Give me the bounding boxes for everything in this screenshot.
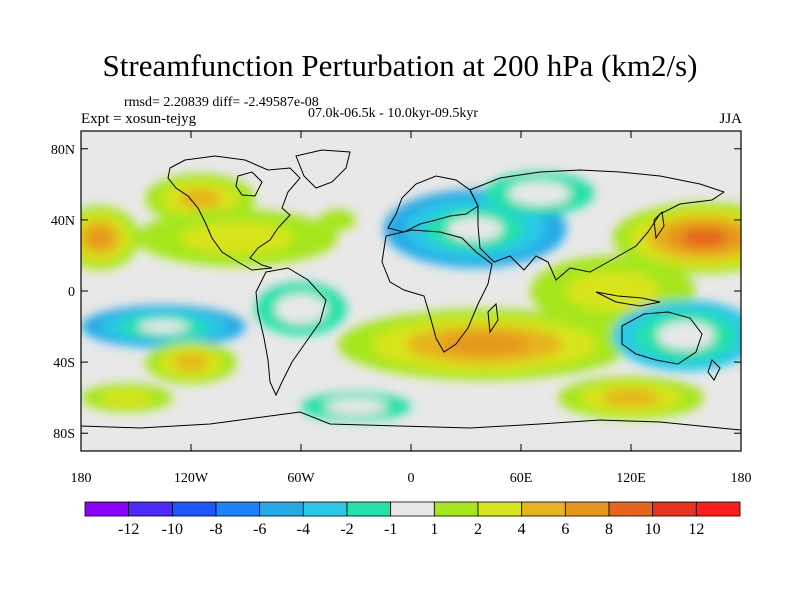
coast-north-america [167,155,301,271]
coastlines [81,149,741,431]
colorbar-swatch [390,501,435,517]
anomaly-field [81,171,741,421]
coast-hudson-bay [235,171,263,197]
season-label: JJA [719,111,742,127]
lat-tick-label: 80N [51,143,75,158]
anomaly-contour [324,398,388,415]
colorbar-label: 4 [518,521,526,538]
coast-antarctica [81,411,741,431]
colorbar-swatch [652,501,697,517]
colorbar-label: 12 [688,521,704,538]
stats-label: rmsd= 2.20839 diff= -2.49587e-08 [124,95,319,110]
lat-tick-label: 40N [51,214,75,229]
colorbar-label: -10 [162,521,183,538]
colorbar-swatch [433,501,479,517]
coast-japan [653,210,665,240]
colorbar-swatch [521,501,566,517]
coast-australia [621,311,703,365]
anomaly-contour [179,221,294,254]
anomaly-contour [275,293,327,324]
lat-tick-label: 80S [53,427,75,442]
lon-tick-label: 60W [287,471,315,486]
anomaly-contour [100,389,153,406]
anomaly-contour [87,227,112,248]
anomaly-blobs [81,171,741,421]
colorbar-swatch [215,501,261,517]
colorbar-swatch [84,501,130,517]
plot-title: Streamfunction Perturbation at 200 hPa (… [102,48,698,83]
colorbar-swatch [302,501,348,517]
anomaly-contour [681,228,727,247]
period-label: 07.0k-06.5k - 10.0kyr-09.5kyr [308,106,479,121]
lat-tick-label: 0 [68,285,75,300]
anomaly-contour [439,333,529,356]
anomaly-contour [447,216,503,241]
anomaly-contour [172,353,210,371]
anomaly-contour [319,209,356,231]
colorbar-label: 1 [430,521,438,538]
colorbar-label: 10 [645,521,661,538]
colorbar-label: 6 [561,521,569,538]
colorbar-label: 8 [605,521,613,538]
coast-indonesia [595,291,661,307]
colorbar-label: -4 [297,521,310,538]
anomaly-contour [508,181,571,206]
colorbar-label: -6 [253,521,266,538]
colorbar-label: -1 [384,521,397,538]
colorbar-swatch [346,501,392,517]
colorbar-swatch [259,501,304,517]
coast-new-zealand [707,359,721,381]
colorbar-swatch [477,501,523,517]
colorbar-swatch [695,501,741,517]
coast-asia [469,169,726,281]
lon-tick-label: 120W [174,471,209,486]
coast-greenland [295,149,351,189]
coast-madagascar [487,302,499,334]
coast-south-america [255,267,327,397]
map-axes: 80N 40N 0 40S 80S 180 120W 60W 0 60E 120E 180 [51,131,752,486]
anomaly-contour [602,389,660,407]
colorbar-swatch [608,501,654,517]
colorbar-label: -12 [118,521,139,538]
lon-tick-label: 0 [408,471,415,486]
lon-tick-label: 180 [71,471,92,486]
anomaly-contour [566,270,660,312]
anomaly-contour [657,321,715,350]
colorbar-swatch [171,501,217,517]
lon-tick-label: 180 [731,471,752,486]
colorbar-label: 2 [474,521,482,538]
lon-tick-label: 60E [510,471,533,486]
colorbar-label: -8 [209,521,222,538]
lat-tick-label: 40S [53,356,75,371]
colorbar-swatch [564,501,610,517]
experiment-label: Expt = xosun-tejyg [81,111,197,127]
coast-africa [381,229,493,353]
lon-tick-label: 120E [616,471,646,486]
colorbar-label: -2 [340,521,353,538]
anomaly-contour [178,188,222,209]
colorbar-swatch [128,501,173,517]
anomaly-contour [138,320,189,334]
colorbar: -12 -10 -8 -6 -4 -2 -1 1 2 4 6 8 10 12 [84,501,741,538]
